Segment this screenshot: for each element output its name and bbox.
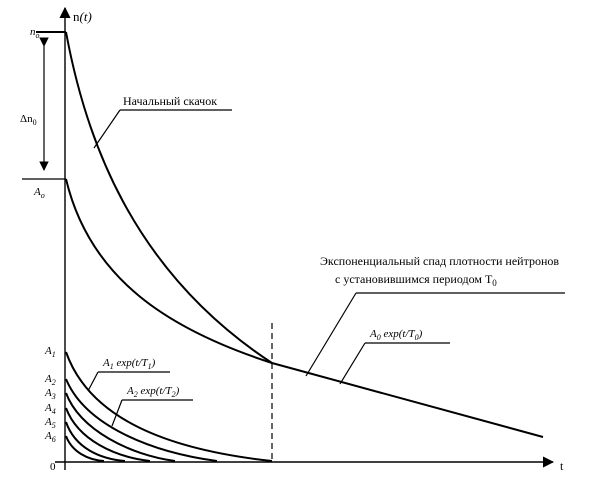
origin-label: 0 [50, 461, 56, 473]
a5-label: A5 [44, 416, 56, 430]
a1-label: A1 [44, 345, 56, 359]
initial-jump-leader [94, 110, 120, 148]
exp-decay-label-line1: Экспоненциальный спад плотности нейтроно… [320, 254, 559, 268]
total-density-curve [66, 32, 272, 363]
y-axis-label: n(t) [73, 9, 92, 24]
exp-decay-leader [306, 293, 356, 376]
a3-label: A3 [44, 387, 56, 401]
steady-period-decay-line [272, 363, 543, 437]
a4-label: A4 [44, 402, 56, 416]
a2-label: A2 [44, 373, 56, 387]
a1-exp-term-leader [88, 372, 98, 391]
a1-exp-term-label: A1 exp(t/T1) [102, 357, 156, 371]
n0-label: no [30, 26, 40, 40]
a6-label: A6 [44, 430, 56, 444]
exp-decay-label-line2: с установившимся периодом T0 [335, 272, 497, 288]
initial-jump-label: Начальный скачок [123, 94, 217, 108]
a0-exp-term-label: A0 exp(t/T0) [369, 328, 423, 342]
a0-label: Ao [33, 186, 45, 200]
x-axis-label: t [560, 459, 564, 473]
delta-n0-label: Δn0 [20, 113, 37, 127]
a2-exp-term-label: A2 exp(t/T2) [126, 385, 180, 399]
a0-exp-term-leader [340, 343, 365, 384]
